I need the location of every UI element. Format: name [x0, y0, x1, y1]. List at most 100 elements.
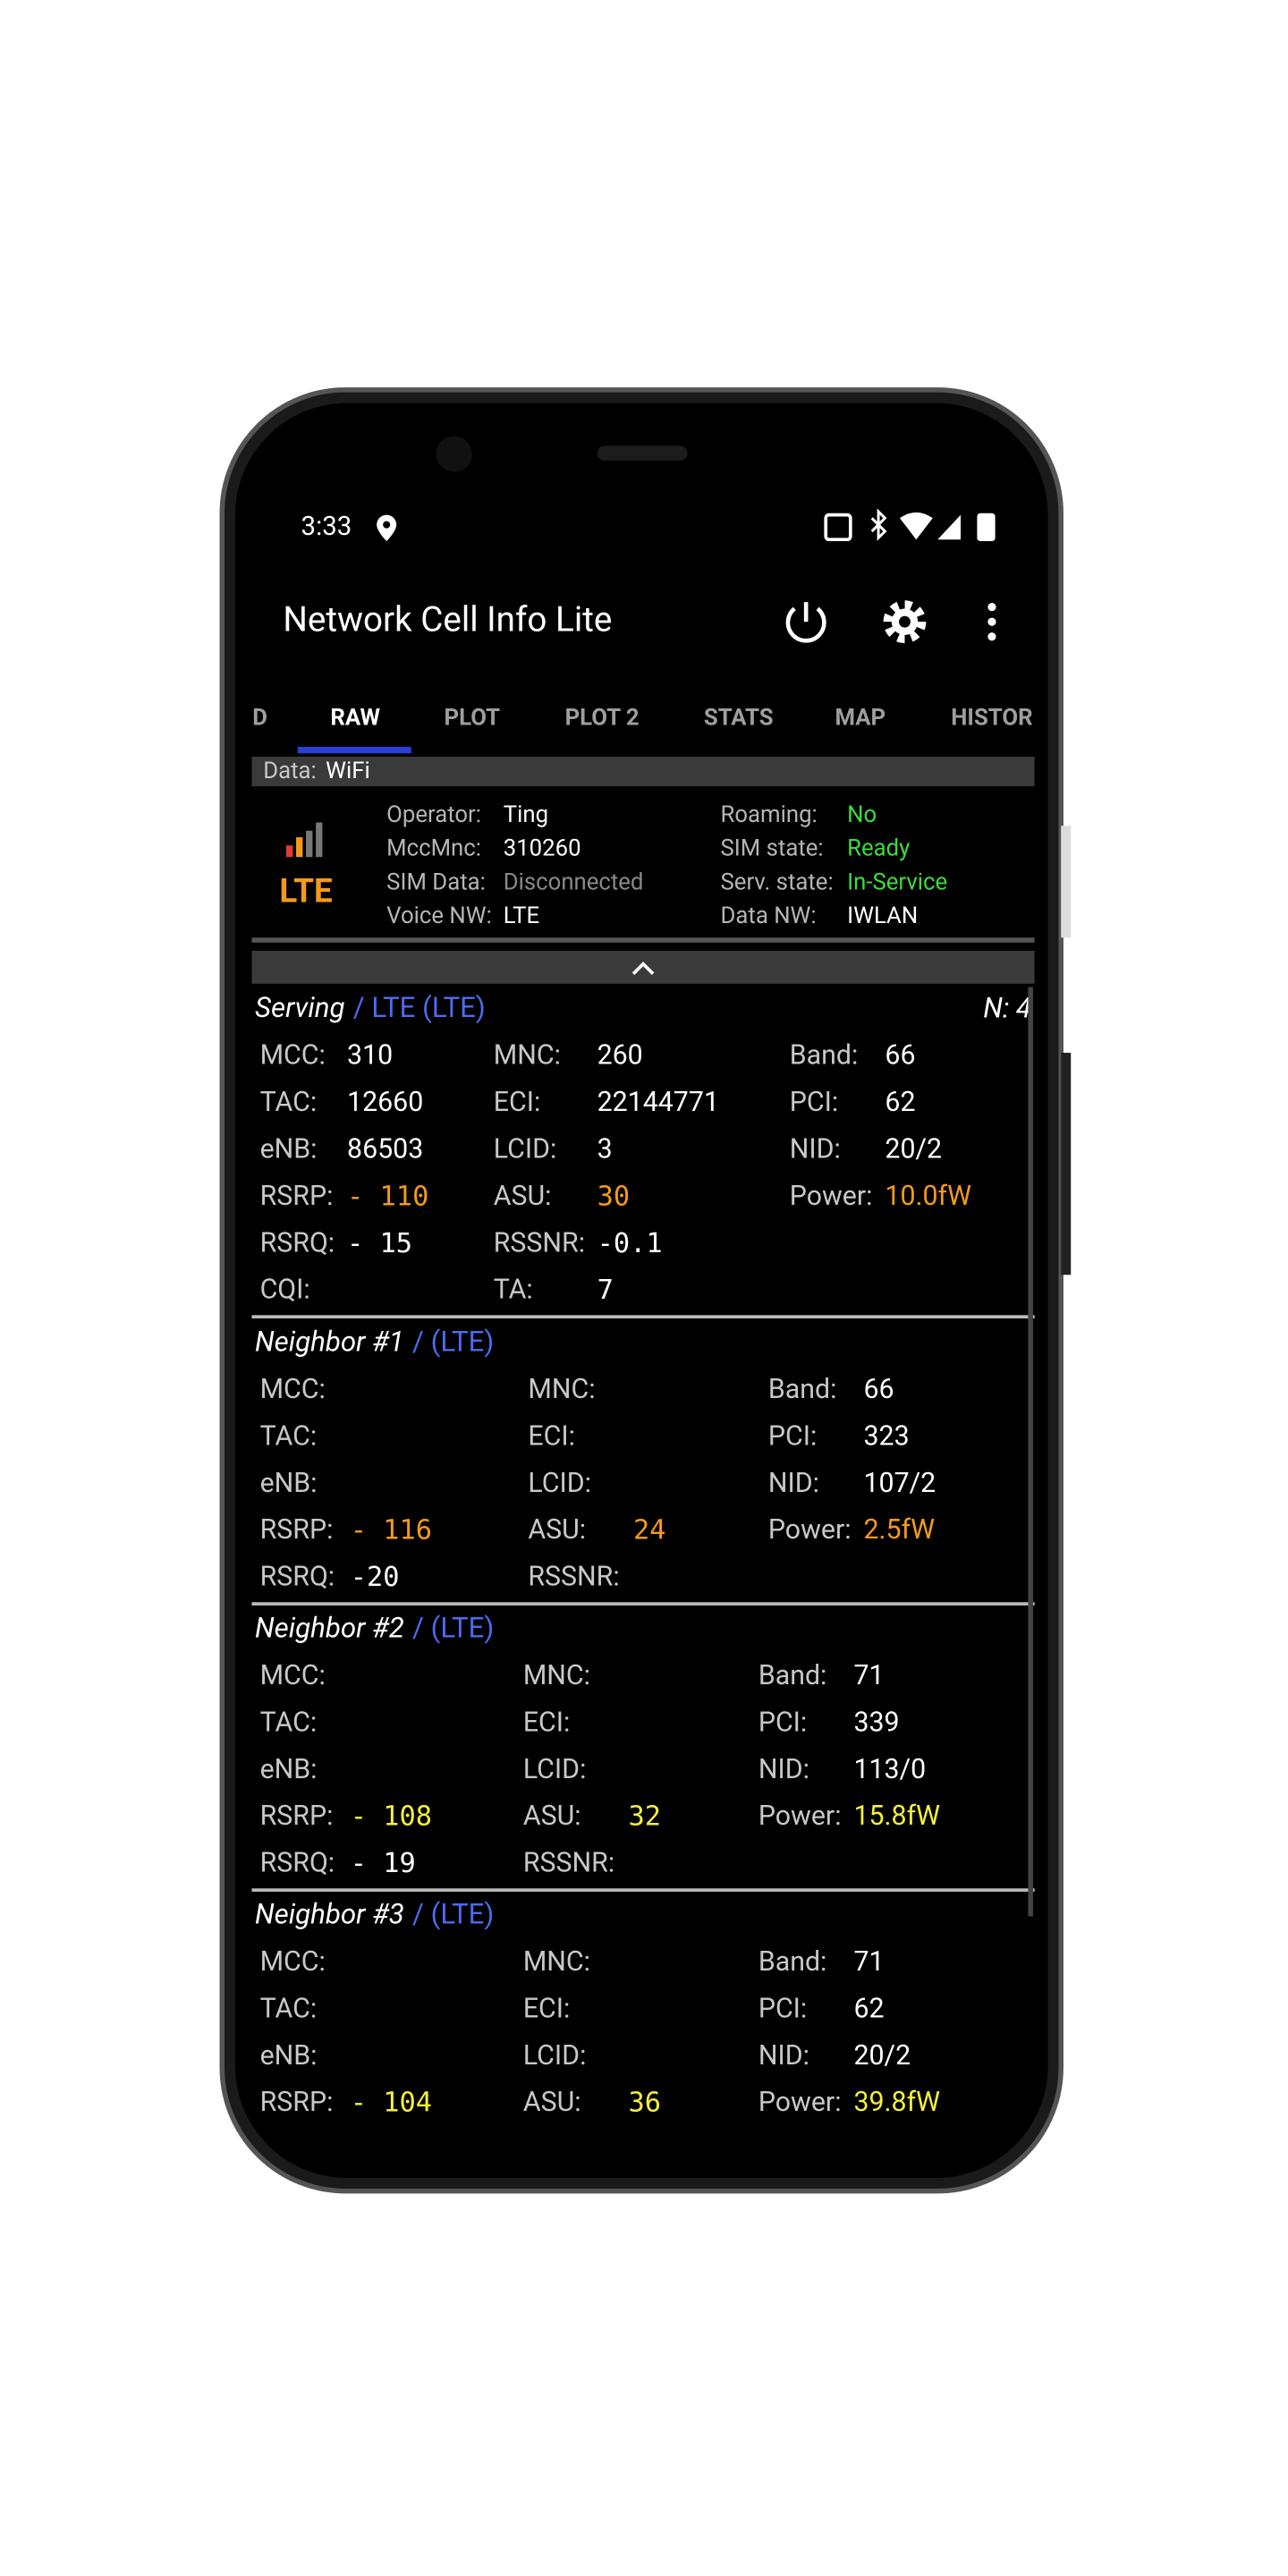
field-value: - 19	[351, 1848, 416, 1879]
field-label: TAC:	[260, 1707, 318, 1738]
field-label: MNC:	[528, 1374, 595, 1405]
field-value: 71	[853, 1660, 884, 1691]
field-value: 22144771	[597, 1087, 719, 1118]
section-title: Neighbor #1	[255, 1326, 404, 1359]
tab[interactable]: RAW	[330, 704, 380, 731]
field-label: Power:	[768, 1514, 852, 1546]
info-value: Ting	[504, 801, 548, 828]
field-label: NID:	[758, 1754, 809, 1785]
field-label: Band:	[758, 1946, 827, 1978]
collapse-bar[interactable]	[251, 950, 1035, 984]
info-label: Operator:	[386, 801, 481, 828]
side-button	[1061, 1053, 1072, 1275]
field-value: - 116	[351, 1515, 432, 1546]
power-button[interactable]	[785, 602, 826, 643]
info-value: LTE	[504, 902, 539, 929]
field-label: TAC:	[260, 1993, 318, 2024]
field-value: - 110	[347, 1181, 428, 1212]
field-label: PCI:	[768, 1420, 817, 1452]
info-value: IWLAN	[847, 902, 918, 929]
field-value: 86503	[347, 1133, 423, 1165]
info-label: Data NW:	[721, 902, 817, 929]
field-value: 2.5fW	[864, 1514, 936, 1546]
field-label: NID:	[758, 2040, 809, 2072]
signal-bars	[286, 822, 323, 858]
field-label: RSRQ:	[260, 1227, 335, 1258]
field-value: - 15	[347, 1228, 412, 1259]
data-label: Data:	[263, 758, 317, 784]
field-value: 10.0fW	[885, 1181, 971, 1212]
section-tech: / LTE (LTE)	[353, 991, 486, 1024]
field-label: LCID:	[528, 1468, 591, 1499]
field-label: eNB:	[260, 1468, 318, 1499]
tab[interactable]: MAP	[835, 704, 886, 731]
neighbor-count: N: 4	[983, 991, 1031, 1024]
section-tech: / (LTE)	[412, 1612, 494, 1645]
app-screen: 3:33 Network Cell Info Lite D RAW PLOT PLOT…	[251, 490, 1035, 2147]
field-label: LCID:	[523, 2040, 587, 2072]
data-bar	[251, 756, 1035, 787]
field-value: - 104	[351, 2088, 432, 2119]
field-label: RSRP:	[260, 1801, 334, 1832]
info-label: SIM Data:	[386, 869, 486, 895]
menu-button[interactable]	[987, 603, 996, 641]
field-label: MCC:	[260, 1374, 326, 1405]
settings-button[interactable]	[883, 600, 927, 644]
field-value: 30	[597, 1181, 631, 1212]
field-label: Power:	[758, 2087, 842, 2118]
field-label: eNB:	[260, 2040, 318, 2072]
field-label: Power:	[790, 1181, 873, 1212]
field-label: MNC:	[494, 1040, 561, 1072]
info-value: No	[847, 801, 877, 828]
section-header: Serving / LTE (LTE)	[255, 991, 486, 1024]
tab[interactable]: D	[252, 704, 267, 731]
tab-indicator	[297, 746, 411, 754]
field-label: PCI:	[758, 1707, 807, 1738]
section-header: Neighbor #2/ (LTE)	[255, 1612, 494, 1645]
info-value: Ready	[847, 835, 910, 862]
field-label: LCID:	[523, 1754, 587, 1785]
section-title: Serving	[255, 991, 344, 1024]
field-value: 7	[597, 1275, 614, 1306]
field-value: 62	[853, 1993, 884, 2024]
tab[interactable]: STATS	[704, 704, 774, 731]
field-label: MCC:	[260, 1946, 326, 1978]
field-label: RSRP:	[260, 1514, 334, 1546]
info-value: Disconnected	[504, 869, 644, 895]
field-value: 3	[597, 1133, 613, 1165]
section-header: Neighbor #1/ (LTE)	[255, 1326, 494, 1359]
field-label: eNB:	[260, 1133, 318, 1165]
field-label: PCI:	[758, 1993, 807, 2024]
section-title: Neighbor #2	[255, 1612, 404, 1645]
field-label: ECI:	[523, 1707, 571, 1738]
field-label: CQI:	[260, 1275, 310, 1306]
field-label: Band:	[758, 1660, 827, 1691]
field-label: ECI:	[523, 1993, 571, 2024]
collapse-icon	[631, 962, 655, 976]
section-divider	[251, 1602, 1035, 1606]
field-value: 12660	[347, 1087, 423, 1118]
tab[interactable]: PLOT 2	[565, 704, 640, 731]
tab[interactable]: HISTOR	[951, 704, 1032, 731]
field-value: 71	[853, 1946, 884, 1978]
field-value: 32	[629, 1801, 662, 1833]
status-time: 3:33	[301, 512, 352, 542]
field-value: 113/0	[853, 1754, 926, 1785]
field-label: ASU:	[523, 2087, 581, 2118]
info-label: SIM state:	[721, 835, 824, 862]
section-divider	[251, 1888, 1035, 1892]
field-value: 24	[633, 1515, 666, 1546]
field-value: 20/2	[853, 2040, 911, 2072]
field-value: - 108	[351, 1801, 432, 1833]
section-tech: / (LTE)	[412, 1898, 494, 1931]
field-label: ASU:	[494, 1181, 552, 1212]
field-label: Power:	[758, 1801, 842, 1832]
section-header: Neighbor #3/ (LTE)	[255, 1898, 494, 1931]
field-label: MCC:	[260, 1660, 326, 1691]
network-type: LTE	[279, 871, 332, 910]
field-label: NID:	[790, 1133, 841, 1165]
field-label: MNC:	[523, 1946, 590, 1978]
info-value: 310260	[504, 835, 581, 862]
tab[interactable]: PLOT	[445, 704, 501, 731]
